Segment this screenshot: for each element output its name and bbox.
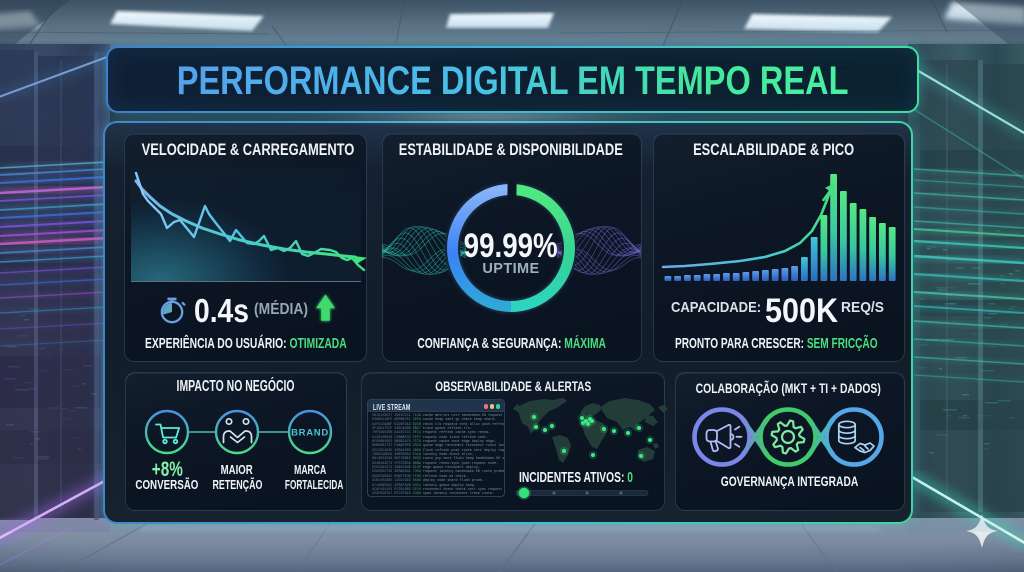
svg-text:BRAND: BRAND <box>291 427 329 438</box>
